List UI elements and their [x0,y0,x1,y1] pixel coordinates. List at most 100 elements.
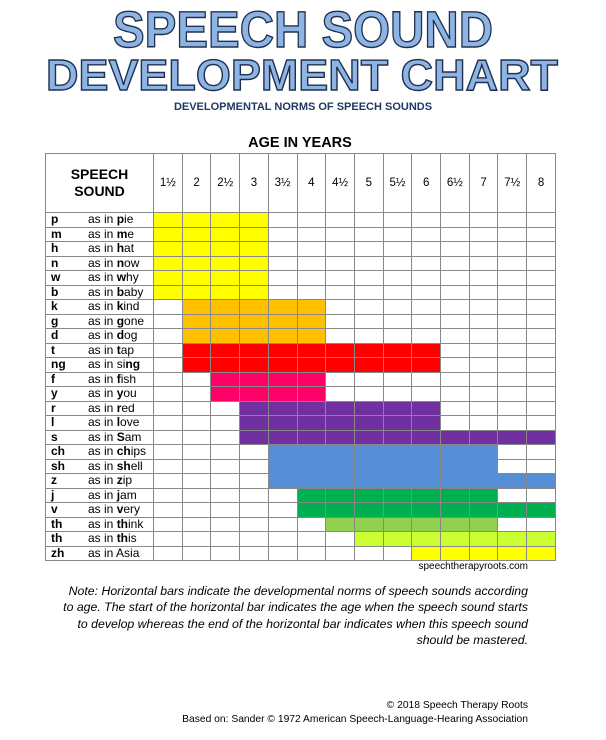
development-bar-cell [181,270,212,286]
development-bar-cell [468,429,499,445]
empty-cell [382,284,413,300]
development-bar-cell [296,444,327,460]
word-target-sound: ng [125,357,141,371]
development-bar-cell [210,255,241,271]
empty-cell [526,400,556,416]
development-bar-cell [181,212,212,228]
development-bar-cell [468,487,499,503]
development-bar-cell [296,371,327,387]
development-bar-cell [267,458,298,474]
development-bar-cell [210,386,241,402]
empty-cell [411,386,442,402]
development-bar-cell [353,487,384,503]
empty-cell [325,226,355,242]
development-bar-cell [296,502,327,518]
empty-cell [181,545,212,561]
sound-symbol: w [51,270,61,284]
sound-label: h as in hat [45,241,154,257]
sound-symbol: p [51,212,59,226]
empty-cell [440,226,470,242]
empty-cell [325,270,355,286]
example-word: as in Asia [88,546,139,560]
empty-cell [296,545,327,561]
sound-row: sh as in shell [45,458,556,474]
development-bar-cell [267,400,298,416]
sound-row: th as in think [45,516,556,532]
word-target-sound: ch [116,444,131,458]
empty-cell [526,444,556,460]
example-prefix: as in [88,516,117,531]
empty-cell [497,371,528,387]
development-bar-cell [497,502,528,518]
development-bar-cell [210,342,241,358]
development-bar-cell [325,458,355,474]
word-part: ed [121,400,135,415]
development-bar-cell [239,357,269,373]
empty-cell [526,458,556,474]
empty-cell [440,212,470,228]
word-part: ap [120,342,135,357]
website-credit: speechtherapyroots.com [418,561,528,572]
empty-cell [296,284,327,300]
source-citation: Based on: Sander © 1972 American Speech-… [182,714,528,725]
development-bar-cell [296,357,327,373]
empty-cell [353,371,384,387]
empty-cell [440,342,470,358]
example-prefix: as in [88,255,117,270]
sound-row: y as in you [45,386,556,402]
sound-symbol: k [51,299,58,313]
empty-cell [497,284,528,300]
empty-cell [468,255,499,271]
sound-symbol: g [51,313,59,328]
example-prefix: as in [88,342,117,357]
development-bar-cell [382,516,413,532]
sound-row: p as in pie [45,212,556,228]
empty-cell [468,386,499,402]
development-bar-cell [239,241,269,257]
empty-cell [239,444,269,460]
example-word: as in kind [88,300,139,313]
development-bar-cell [325,487,355,503]
development-bar-cell [353,429,384,445]
empty-cell [267,487,298,503]
word-part: ish [120,371,137,386]
word-part: ink [128,516,144,531]
empty-cell [325,284,355,300]
empty-cell [497,299,528,315]
sound-label: z as in zip [45,473,154,489]
word-part: ind [123,299,140,313]
development-bar-cell [181,328,212,344]
development-bar-cell [353,444,384,460]
word-part: ie [124,212,134,226]
sound-label: m as in me [45,226,154,242]
example-word: as in pie [88,213,133,226]
sound-symbol: sh [51,458,66,473]
sound-label: j as in jam [45,487,154,503]
development-bar-cell [239,386,269,402]
row-header-text: SPEECH SOUND [70,166,129,199]
empty-cell [411,255,442,271]
empty-cell [353,299,384,315]
sound-label: p as in pie [45,212,154,228]
development-bar-cell [296,473,327,489]
word-target-sound: d [116,328,125,342]
empty-cell [497,386,528,402]
empty-cell [210,487,241,503]
empty-cell [210,502,241,518]
example-word: as in me [88,227,134,241]
development-bar-cell [181,226,212,242]
empty-cell [382,313,413,329]
development-bar-cell [267,444,298,460]
empty-cell [210,516,241,532]
word-target-sound: p [116,212,125,226]
development-bar-cell [239,255,269,271]
development-bar-cell [325,473,355,489]
development-bar-cell [382,473,413,489]
development-bar-cell [440,516,470,532]
development-bar-cell [325,516,355,532]
development-bar-cell [181,241,212,257]
development-bar-cell [526,502,556,518]
sound-row: zh as in Asia [45,545,556,561]
word-part: ou [123,386,137,400]
sound-label: zh as in Asia [45,545,154,561]
